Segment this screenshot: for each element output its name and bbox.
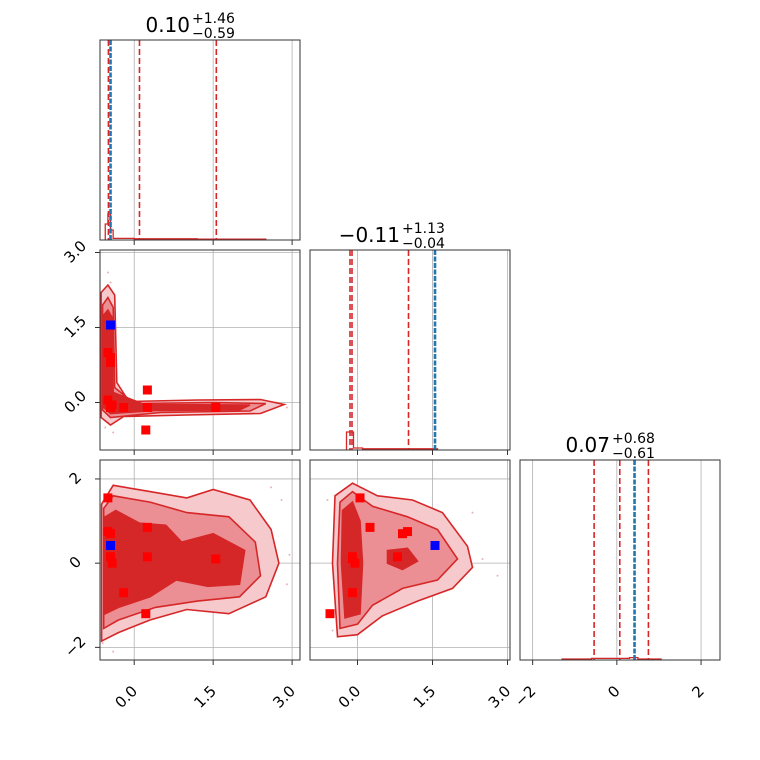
histogram-step-1: [104, 213, 267, 240]
histogram-step-2: [345, 431, 439, 450]
contour-panel-p2-vs-p1: [95, 249, 301, 455]
red-marker: [142, 403, 152, 412]
sample-point: [481, 557, 484, 560]
sample-point: [109, 281, 112, 284]
blue-marker: [106, 320, 116, 330]
y-tick-label: −2: [61, 632, 89, 660]
y-tick-label: 0.0: [60, 387, 90, 417]
panel-title-minus-2: −0.04: [402, 236, 445, 252]
sample-point: [112, 431, 115, 434]
histogram-panel-1: [99, 39, 301, 245]
red-marker: [119, 588, 129, 598]
y-tick-label: 2: [66, 469, 85, 488]
red-marker: [393, 552, 402, 562]
red-marker: [106, 353, 116, 362]
red-marker: [211, 403, 221, 412]
sample-point: [101, 642, 104, 645]
red-marker: [141, 609, 151, 619]
x-tick-label: 0: [604, 682, 623, 701]
red-marker: [103, 493, 113, 503]
x-tick-label: 3.0: [485, 682, 515, 712]
x-tick-label: 3.0: [269, 682, 299, 712]
sample-point: [285, 583, 288, 586]
red-marker: [141, 425, 151, 435]
sample-point: [331, 629, 334, 632]
x-tick-label: 1.5: [190, 682, 220, 712]
histogram-panel-2: [309, 249, 511, 455]
sample-point: [285, 406, 288, 409]
red-marker: [365, 522, 375, 532]
red-marker: [142, 522, 152, 532]
x-tick-label: 2: [688, 682, 707, 701]
panel-border: [99, 249, 301, 451]
panel-border: [99, 39, 301, 241]
sample-point: [270, 486, 273, 489]
panel-border: [99, 459, 301, 661]
sample-point: [288, 553, 291, 556]
red-marker: [142, 552, 152, 562]
panel-title-value-2: −0.11: [339, 223, 400, 247]
contour-panel-p3-vs-p1: [95, 459, 301, 665]
sample-point: [104, 426, 107, 429]
red-marker: [355, 493, 365, 503]
red-marker: [348, 554, 357, 564]
panel-border: [309, 459, 511, 661]
blue-marker: [430, 540, 440, 550]
red-marker: [325, 609, 335, 619]
panel-title-value-3: 0.07: [565, 433, 610, 457]
red-marker: [398, 529, 407, 539]
y-tick-label: 1.5: [60, 312, 90, 342]
panel-border: [519, 459, 721, 661]
sample-point: [471, 511, 474, 514]
red-marker: [348, 588, 357, 598]
panel-title-value-1: 0.10: [145, 13, 190, 37]
panel-title-plus-3: +0.68: [612, 431, 655, 447]
contour-panel-p3-vs-p2: [309, 459, 511, 665]
panel-title-minus-3: −0.61: [612, 446, 655, 462]
red-marker: [403, 527, 412, 537]
red-marker: [106, 552, 116, 562]
x-tick-label: 1.5: [410, 682, 440, 712]
red-marker: [106, 403, 116, 412]
sample-point: [496, 574, 499, 577]
contour-inner: [102, 308, 251, 415]
sample-point: [106, 271, 109, 274]
red-marker: [142, 385, 152, 395]
red-marker: [119, 403, 129, 412]
red-marker: [106, 529, 116, 539]
blue-marker: [106, 540, 116, 550]
sample-point: [326, 499, 329, 501]
x-tick-label: 0.0: [111, 682, 141, 712]
red-marker: [107, 558, 117, 568]
x-tick-label: −2: [511, 682, 539, 710]
y-tick-label: 0: [66, 553, 85, 572]
panel-title-plus-2: +1.13: [402, 221, 445, 237]
histogram-step-3: [561, 656, 662, 660]
red-marker: [103, 395, 113, 405]
sample-point: [280, 499, 283, 501]
x-tick-label: 0.0: [335, 682, 365, 712]
y-tick-label: 3.0: [60, 237, 90, 267]
red-marker: [103, 348, 113, 357]
sample-point: [112, 650, 115, 653]
red-marker: [106, 358, 116, 367]
red-marker: [211, 554, 221, 564]
panel-border: [309, 249, 511, 451]
panel-title-minus-1: −0.59: [192, 26, 235, 42]
histogram-panel-3: [519, 459, 721, 665]
panel-title-plus-1: +1.46: [192, 11, 235, 27]
